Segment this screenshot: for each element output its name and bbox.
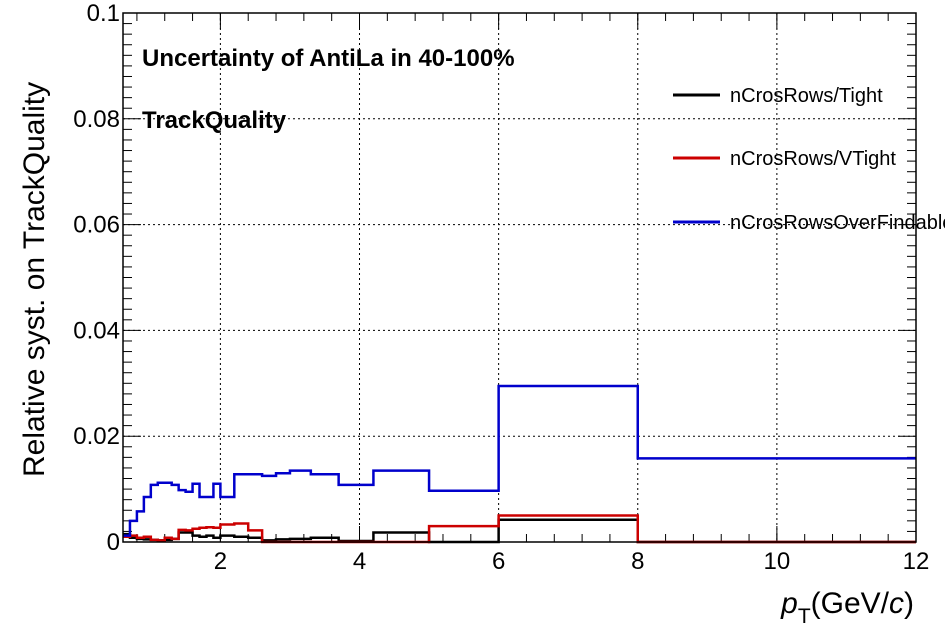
x-axis-title: pT(GeV/c) — [780, 587, 914, 628]
chart-title: Uncertainty of AntiLa in 40-100% — [142, 45, 515, 72]
x-axis-title-unit: (GeV/ — [811, 587, 890, 620]
legend-label: nCrosRowsOverFindable — [730, 212, 945, 234]
chart-subtitle: TrackQuality — [142, 107, 287, 134]
x-tick-label: 2 — [214, 548, 227, 575]
x-tick-label: 10 — [764, 548, 791, 575]
series-line — [123, 384, 916, 537]
x-axis-title-unit-c: c — [889, 587, 904, 620]
x-tick-label: 6 — [492, 548, 505, 575]
x-axis-title-unit-close: ) — [904, 587, 914, 620]
x-tick-label: 4 — [353, 548, 366, 575]
legend-label: nCrosRows/VTight — [730, 148, 896, 170]
y-tick-label: 0.06 — [73, 212, 120, 239]
x-tick-label: 12 — [903, 548, 930, 575]
y-tick-label: 0.02 — [73, 423, 120, 450]
y-axis-title: Relative syst. on TrackQuality — [18, 82, 51, 477]
x-tick-label: 8 — [631, 548, 644, 575]
legend-label: nCrosRows/Tight — [730, 85, 883, 107]
y-tick-label: 0 — [107, 529, 120, 556]
x-axis-title-main: p — [780, 587, 798, 620]
tick-labels: 2 4 6 8 10 12 0 0.02 0.04 0.06 0.08 0.1 — [73, 0, 929, 575]
y-tick-label: 0.1 — [87, 0, 120, 27]
y-tick-label: 0.08 — [73, 106, 120, 133]
y-tick-label: 0.04 — [73, 317, 120, 344]
plot-frame — [122, 12, 917, 543]
legend: nCrosRows/Tight nCrosRows/VTight nCrosRows… — [673, 85, 945, 234]
x-axis-title-sub: T — [798, 605, 811, 628]
